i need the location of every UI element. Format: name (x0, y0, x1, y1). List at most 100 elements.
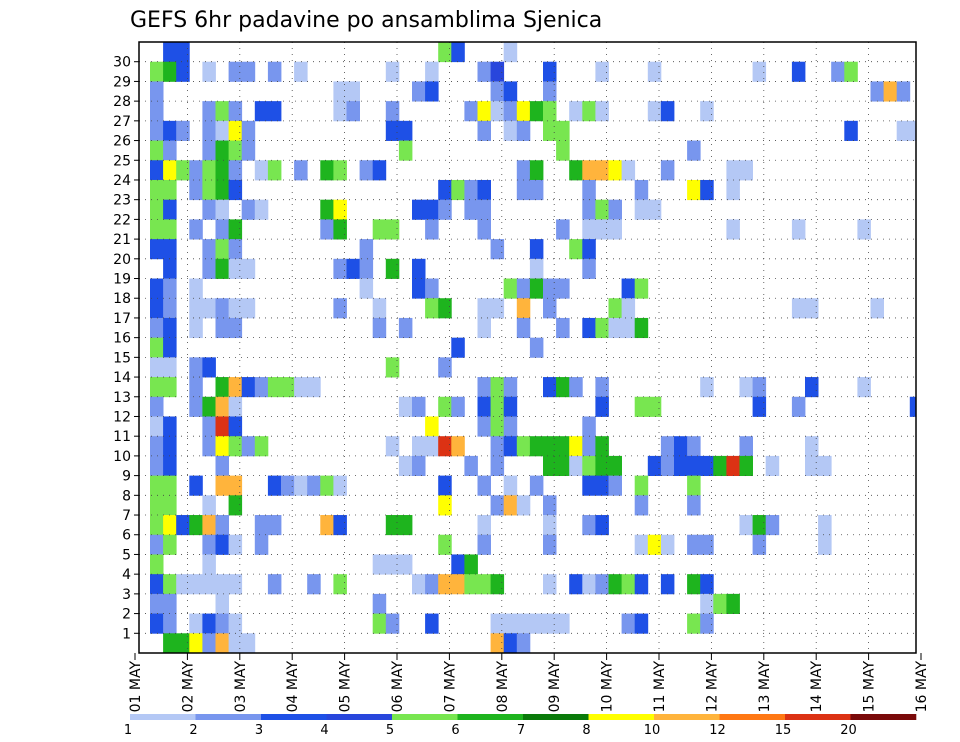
cell-m2-s5 (215, 593, 229, 614)
x-tick-label: 01 MAY (128, 661, 144, 713)
cell-m18-s37 (634, 278, 649, 299)
colorbar-swatch-8 (654, 714, 720, 720)
cell-m25-s7 (241, 140, 256, 161)
cell-m26-s6 (228, 120, 243, 141)
cell-m11-s4 (202, 416, 216, 437)
cell-m24-s0 (150, 160, 164, 181)
cell-m29-s34 (595, 61, 609, 82)
cell-m5-s5 (215, 534, 229, 555)
cell-m29-s30 (543, 61, 557, 82)
cell-m22-s22 (438, 199, 452, 220)
cell-m23-s23 (451, 179, 465, 201)
cell-m19-s1 (163, 258, 177, 279)
cell-m3-s9 (267, 574, 282, 595)
cell-m26-s1 (163, 120, 177, 141)
cell-m17-s3 (189, 298, 216, 319)
colorbar-swatch-2 (261, 714, 327, 720)
cell-m3-s32 (569, 574, 583, 595)
y-tick-label: 26 (113, 134, 131, 150)
cell-m23-s4 (202, 179, 216, 201)
cell-m13-s50 (805, 377, 819, 398)
cell-m7-s37 (634, 495, 649, 516)
x-tick-label: 13 MAY (757, 661, 773, 713)
cell-m14-s18 (385, 357, 400, 378)
cell-m5-s1 (163, 534, 177, 555)
cell-m10-s20 (412, 436, 439, 457)
cell-m5-s4 (202, 534, 216, 555)
cell-m21-s25 (477, 219, 491, 240)
cell-m24-s11 (294, 160, 308, 181)
cell-m24-s35 (608, 160, 622, 181)
cell-m24-s28 (516, 160, 531, 181)
cell-m20-s32 (569, 239, 583, 260)
cell-m8-s9 (267, 475, 282, 496)
cell-m13-s30 (543, 377, 557, 398)
cell-m23-s33 (582, 179, 596, 201)
cell-m8-s27 (503, 475, 518, 496)
cell-m12-s49 (791, 396, 806, 417)
y-tick-label: 18 (113, 291, 131, 307)
y-tick-label: 23 (113, 193, 131, 209)
cell-m9-s0 (150, 455, 164, 477)
cell-m22-s4 (202, 199, 216, 220)
cell-m8-s5 (215, 475, 243, 496)
x-tick-label: 05 MAY (338, 661, 354, 713)
cell-m23-s25 (477, 179, 491, 201)
cell-m4-s24 (464, 554, 478, 575)
y-tick-label: 7 (122, 508, 131, 524)
cell-m24-s33 (582, 160, 609, 181)
cell-m7-s4 (202, 495, 216, 516)
cell-m13-s7 (241, 377, 256, 398)
cell-m22-s7 (241, 199, 256, 220)
cell-m12-s0 (150, 396, 164, 417)
cell-m27-s28 (516, 101, 531, 122)
cell-m0-s6 (228, 633, 256, 654)
cell-m11-s25 (477, 416, 491, 437)
cell-m29-s0 (150, 61, 164, 82)
cell-m29-s25 (477, 61, 491, 82)
y-tick-label: 4 (122, 567, 131, 583)
cell-m27-s15 (346, 101, 360, 122)
cell-m26-s0 (150, 120, 164, 141)
cell-m12-s19 (398, 396, 413, 417)
cell-m28-s27 (503, 81, 518, 102)
cell-m20-s6 (228, 239, 243, 260)
cell-m19-s16 (359, 258, 374, 279)
cell-m10-s1 (163, 436, 177, 457)
cell-m27-s8 (254, 101, 282, 122)
cell-m22-s34 (595, 199, 609, 220)
cell-m18-s28 (516, 278, 531, 299)
cell-m1-s17 (372, 613, 387, 634)
cell-m17-s30 (543, 298, 557, 319)
cell-m27-s18 (385, 101, 400, 122)
cell-m3-s37 (634, 574, 649, 595)
cell-m18-s30 (543, 278, 570, 299)
cell-m10-s31 (556, 436, 570, 457)
cell-m3-s24 (464, 574, 478, 595)
cell-m17-s49 (791, 298, 819, 319)
cell-m9-s34 (595, 455, 622, 477)
cell-m9-s24 (464, 455, 478, 477)
chart-title: GEFS 6hr padavine po ansamblima Sjenica (130, 8, 602, 33)
y-tick-label: 30 (113, 55, 131, 71)
cell-m27-s27 (503, 101, 518, 122)
y-tick-label: 15 (113, 350, 131, 366)
cell-m12-s25 (477, 396, 491, 417)
cell-m17-s36 (621, 298, 636, 319)
cell-m12-s22 (438, 396, 452, 417)
cell-m16-s19 (398, 317, 413, 339)
cell-m7-s26 (490, 495, 505, 516)
cell-m2-s0 (150, 593, 177, 614)
cell-m26-s18 (385, 120, 413, 141)
cell-m27-s5 (215, 101, 229, 122)
cell-m16-s34 (595, 317, 609, 339)
cell-m10-s18 (385, 436, 400, 457)
cell-m26-s4 (202, 120, 216, 141)
cell-m25-s4 (202, 140, 216, 161)
cell-m21-s6 (228, 219, 243, 240)
cell-m16-s35 (608, 317, 636, 339)
cell-m3-s33 (582, 574, 596, 595)
cell-m2-s44 (726, 593, 740, 614)
y-tick-label: 25 (113, 153, 131, 169)
cell-m24-s44 (726, 160, 753, 181)
